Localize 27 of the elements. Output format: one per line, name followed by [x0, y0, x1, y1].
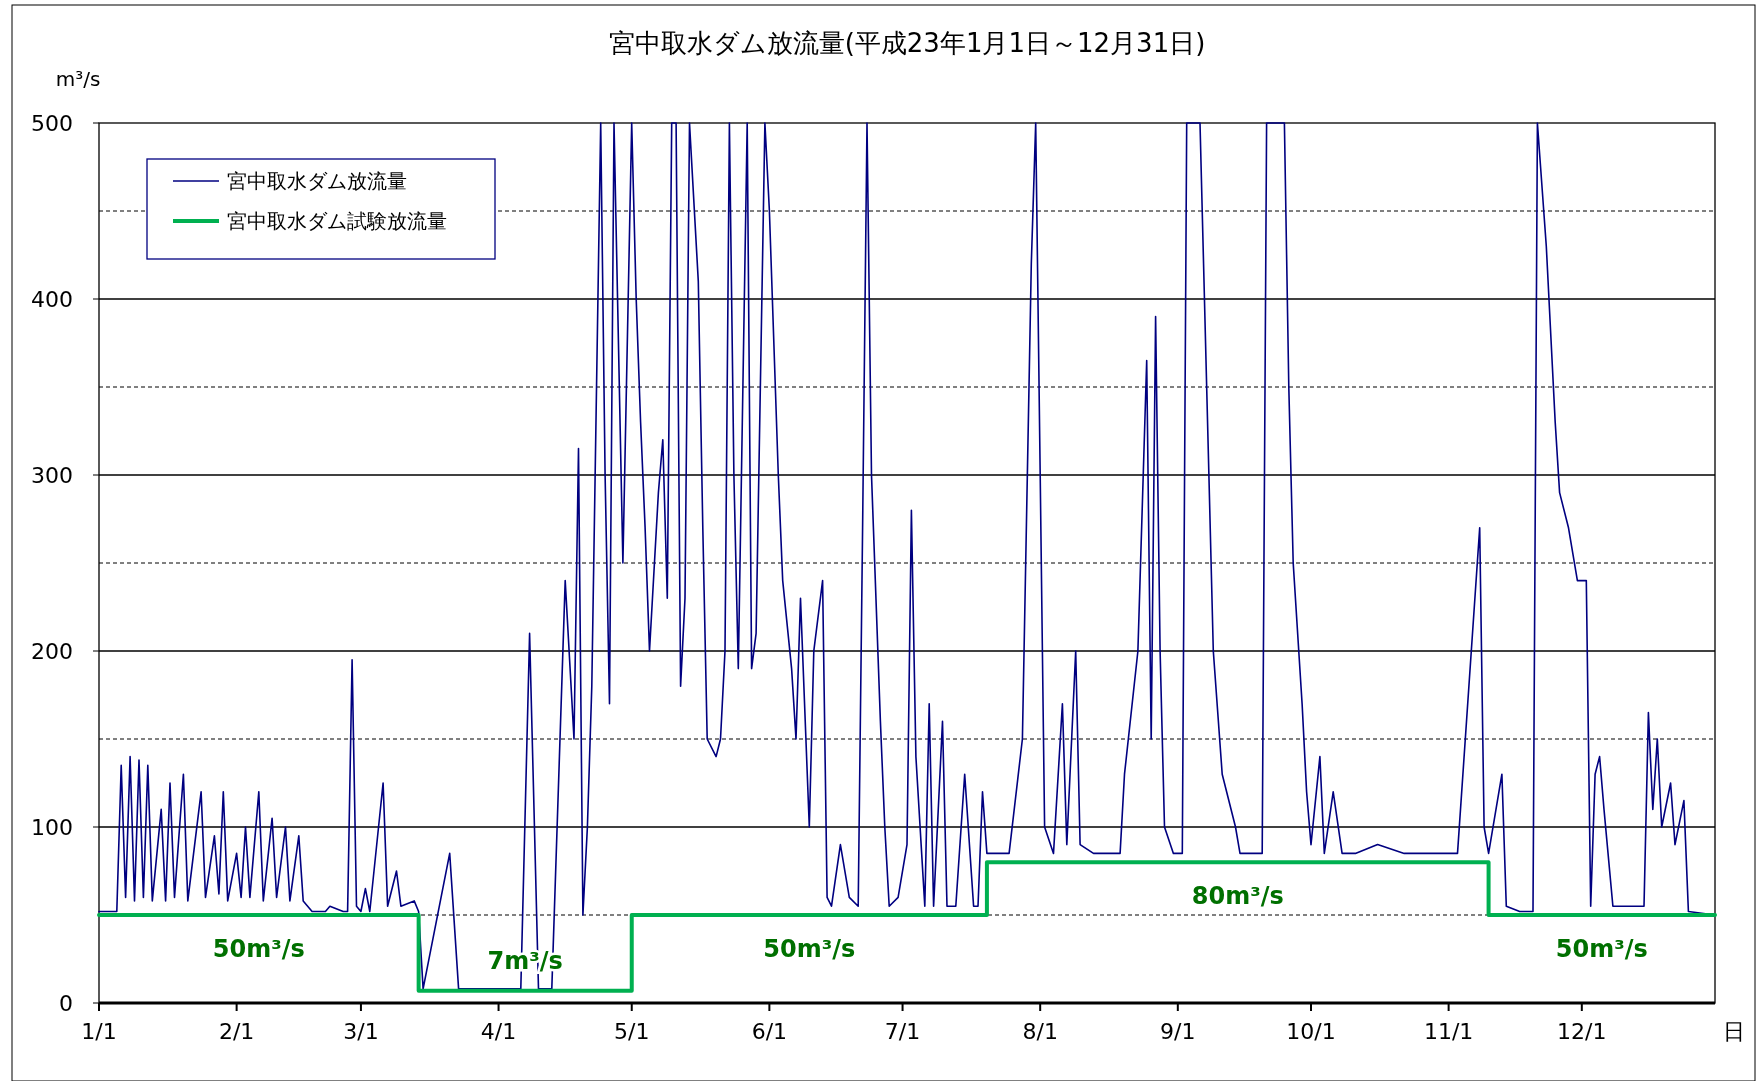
x-tick-label: 6/1: [751, 1019, 788, 1044]
chart-title: 宮中取水ダム放流量(平成23年1月1日～12月31日): [608, 28, 1206, 58]
annotation: 50m³/s: [212, 935, 305, 963]
x-tick-label: 3/1: [343, 1019, 379, 1044]
x-tick-label: 12/1: [1557, 1019, 1607, 1044]
x-tick-label: 4/1: [480, 1019, 517, 1044]
y-tick-label: 500: [31, 111, 73, 136]
x-tick-label: 8/1: [1022, 1019, 1058, 1044]
x-tick-label: 1/1: [81, 1019, 117, 1044]
annotation: 50m³/s: [1555, 935, 1648, 963]
x-tick-label: 2/1: [218, 1019, 255, 1044]
y-tick-label: 0: [59, 991, 73, 1016]
y-tick-label: 200: [31, 639, 73, 664]
y-axis-title: m³/s: [55, 67, 101, 91]
x-tick-label: 5/1: [614, 1019, 650, 1044]
legend-label: 宮中取水ダム試験放流量: [227, 209, 447, 233]
legend-label: 宮中取水ダム放流量: [227, 169, 407, 193]
y-tick-label: 300: [31, 463, 73, 488]
annotation: 50m³/s: [763, 935, 856, 963]
x-tick-label: 9/1: [1160, 1019, 1196, 1044]
x-tick-label: 10/1: [1286, 1019, 1336, 1044]
x-axis-title: 日: [1723, 1019, 1745, 1044]
x-tick-label: 7/1: [884, 1019, 921, 1044]
x-tick-label: 11/1: [1423, 1019, 1474, 1044]
y-tick-label: 100: [31, 815, 73, 840]
y-tick-label: 400: [31, 287, 73, 312]
annotation: 80m³/s: [1191, 882, 1284, 911]
